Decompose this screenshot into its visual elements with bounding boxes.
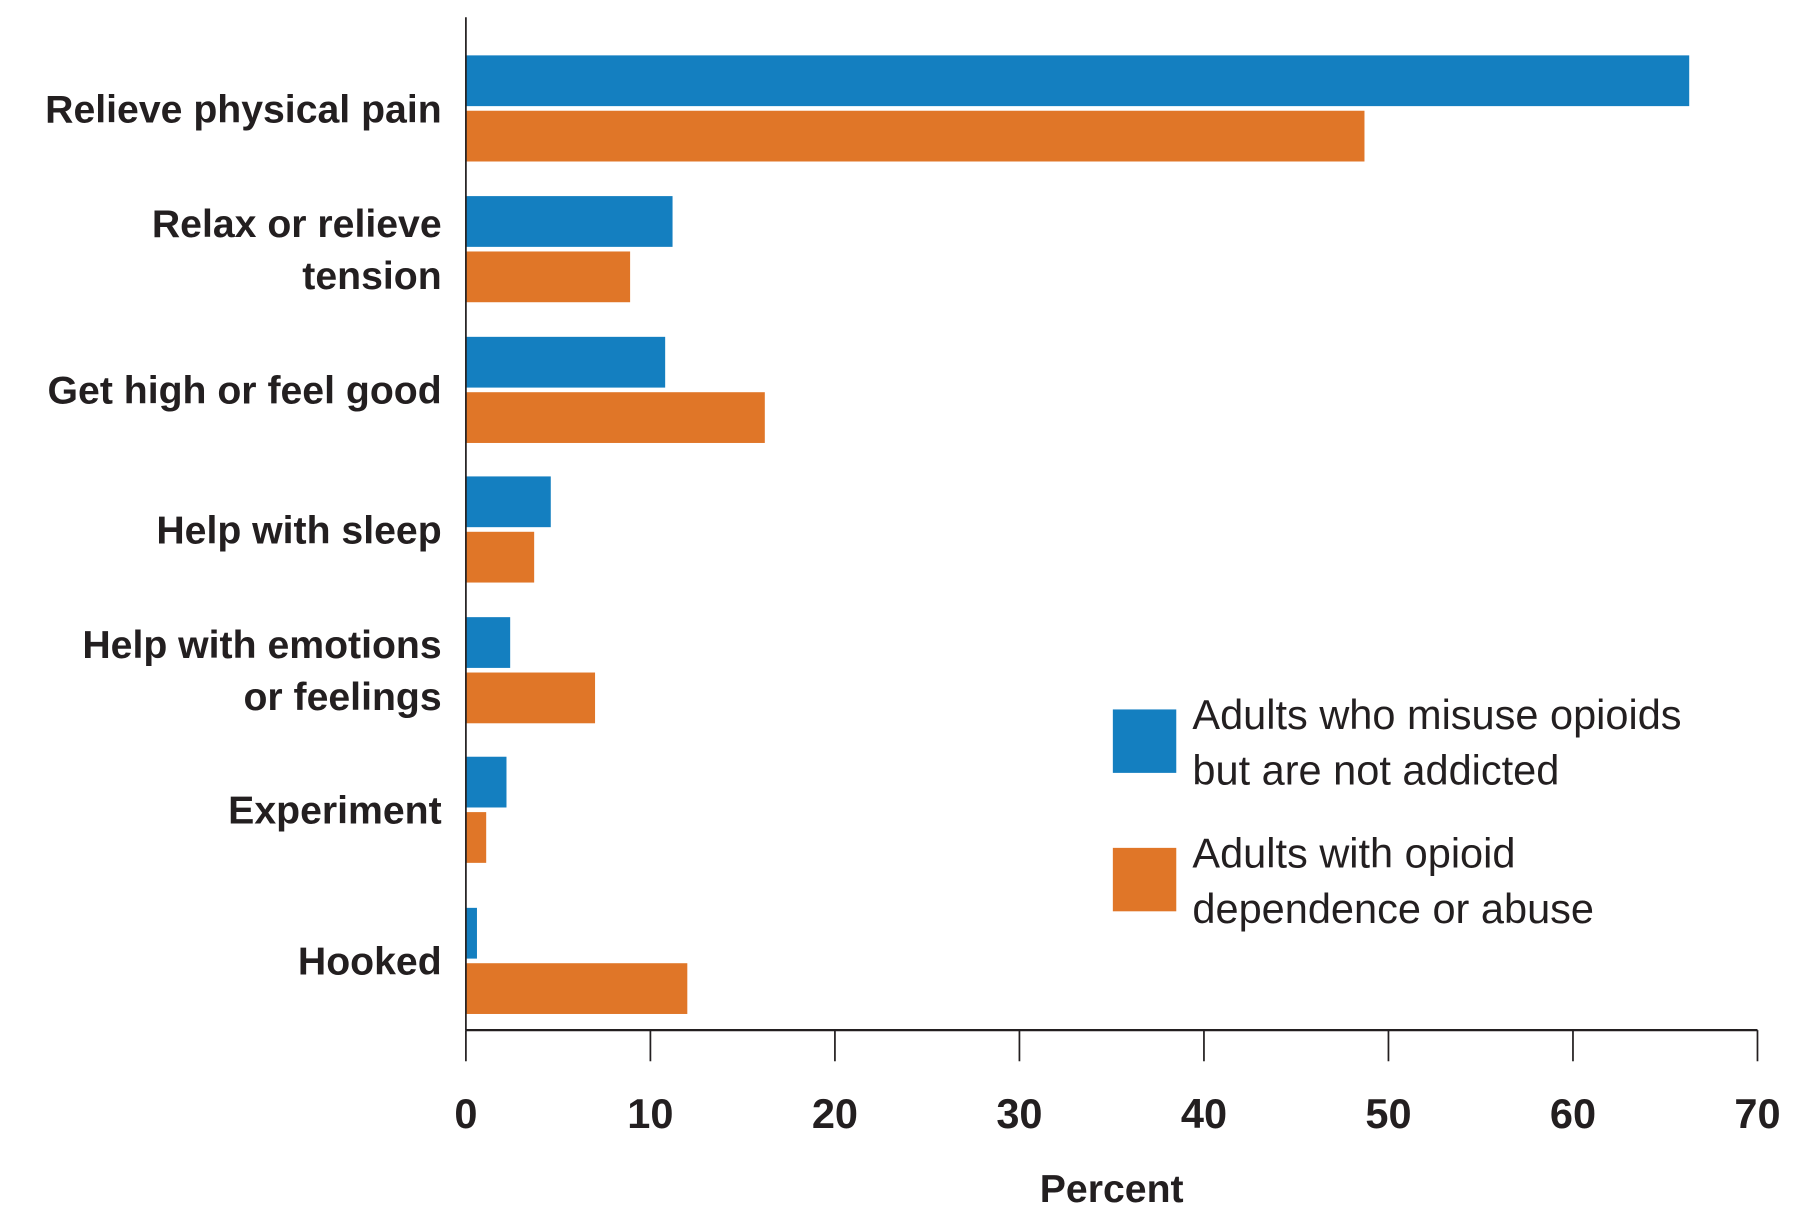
x-tick-label: 0 <box>454 1090 477 1137</box>
legend-label: Adults who misuse opioids <box>1192 691 1681 738</box>
x-tick-label: 50 <box>1365 1090 1411 1137</box>
category-label: Help with emotions <box>82 624 441 667</box>
category-label: tension <box>302 255 441 298</box>
bar-dependence-1 <box>465 251 631 303</box>
category-label: or feelings <box>243 676 441 719</box>
x-tick-label: 60 <box>1550 1090 1596 1137</box>
category-label: Get high or feel good <box>48 370 442 413</box>
x-tick-label: 20 <box>812 1090 858 1137</box>
bar-dependence-4 <box>465 672 596 724</box>
category-label: Experiment <box>228 790 441 833</box>
bar-not-addicted-1 <box>465 196 673 247</box>
bar-not-addicted-2 <box>465 336 666 388</box>
x-axis-ticks: 0 10 20 30 40 50 60 70 <box>454 1030 1781 1137</box>
x-tick-label: 30 <box>996 1090 1042 1137</box>
legend-label: but are not addicted <box>1192 746 1559 793</box>
bar-dependence-2 <box>465 392 765 443</box>
x-tick-label: 40 <box>1181 1090 1227 1137</box>
category-labels: Relieve physical pain Relax or relieve ten… <box>45 88 442 983</box>
category-label: Relax or relieve <box>152 203 442 246</box>
x-tick-label: 70 <box>1734 1090 1780 1137</box>
bar-not-addicted-4 <box>465 617 511 668</box>
bar-dependence-5 <box>465 812 487 863</box>
bars-layer <box>465 55 1690 1014</box>
bar-dependence-6 <box>465 963 688 1014</box>
bar-not-addicted-0 <box>465 55 1690 107</box>
legend-swatch <box>1112 709 1177 773</box>
bar-not-addicted-6 <box>465 907 477 959</box>
x-axis-label: Percent <box>1040 1168 1184 1211</box>
bar-not-addicted-5 <box>465 756 507 808</box>
legend-swatch <box>1112 847 1177 912</box>
x-tick-label: 10 <box>627 1090 673 1137</box>
legend-label: dependence or abuse <box>1192 885 1594 932</box>
category-label: Relieve physical pain <box>45 88 442 131</box>
legend: Adults who misuse opioids but are not add… <box>1112 691 1682 932</box>
bar-dependence-0 <box>465 110 1365 162</box>
category-label: Help with sleep <box>156 509 441 552</box>
category-label: Hooked <box>298 941 442 984</box>
legend-label: Adults with opioid <box>1192 829 1515 876</box>
bar-not-addicted-3 <box>465 476 551 528</box>
bar-dependence-3 <box>465 531 535 583</box>
